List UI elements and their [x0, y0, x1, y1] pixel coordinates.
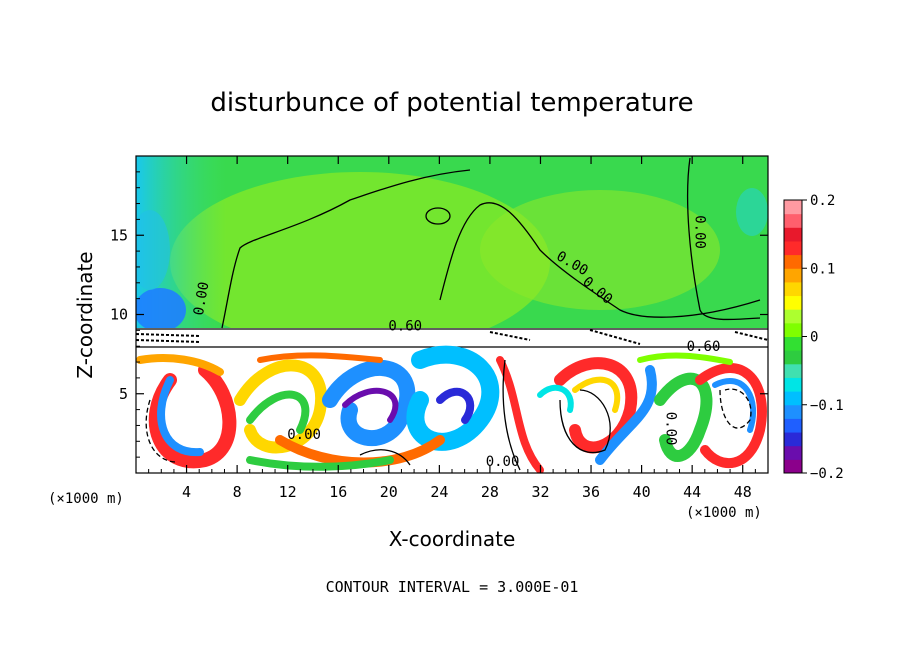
x-tick-label: 32 [531, 483, 549, 501]
x-unit-label-left: (×1000 m) [48, 491, 124, 507]
colorbar-tick-label: 0.2 [810, 193, 835, 209]
x-tick-label: 40 [633, 483, 651, 501]
contour-label: 0.00 [287, 427, 321, 443]
contour-lines [145, 157, 761, 471]
colorbar-segment [784, 432, 802, 447]
colorbar-segment [784, 445, 802, 460]
colorbar-segment [784, 377, 802, 392]
contour-label: 0.00 [486, 454, 520, 470]
colorbar-segment [784, 295, 802, 310]
x-tick-label: 20 [380, 483, 398, 501]
colorbar-segment [784, 254, 802, 269]
colorbar-segment [784, 200, 802, 215]
contour-label: 0.00 [663, 412, 679, 446]
colorbar-segment [784, 336, 802, 351]
x-tick-label: 24 [430, 483, 448, 501]
colorbar-tick-label: 0.1 [810, 261, 835, 277]
x-tick-label: 12 [279, 483, 297, 501]
colorbar-segment [784, 404, 802, 419]
chart-title: disturbunce of potential temperature [210, 88, 693, 118]
colorbar-tick-label: −0.1 [810, 398, 844, 414]
upper-field-lime-2 [480, 190, 720, 310]
colorbar-segment [784, 268, 802, 283]
inversion-band [136, 328, 768, 348]
x-tick-label: 16 [329, 483, 347, 501]
colorbar-segment [784, 227, 802, 242]
y-tick-label: 5 [119, 385, 128, 403]
x-unit-label-right: (×1000 m) [686, 505, 762, 521]
y-tick-label: 15 [110, 226, 128, 244]
contour-interval-note: CONTOUR INTERVAL = 3.000E-01 [326, 578, 579, 596]
colorbar-segment [784, 459, 802, 474]
contour-label: 0.60 [687, 339, 721, 355]
x-tick-label: 44 [683, 483, 701, 501]
contour-label: 0.00 [191, 281, 213, 317]
y-axis: 5 10 15 [110, 171, 768, 458]
x-axis: 4 8 12 16 20 24 28 32 36 40 44 48 [148, 156, 756, 501]
lower-eddies [136, 345, 767, 473]
contour-labels: 0.000.000.000.000.600.600.000.000.00 [191, 215, 721, 470]
colorbar-segment [784, 322, 802, 337]
colorbar-segment [784, 281, 802, 297]
x-tick-label: 28 [481, 483, 499, 501]
lower-field [136, 348, 768, 473]
x-tick-label: 48 [734, 483, 752, 501]
contour-label: 0.60 [388, 318, 422, 334]
colorbar-tick-label: 0 [810, 330, 818, 346]
colorbar-segment [784, 418, 802, 433]
plot-area: 0.000.000.000.000.600.600.000.000.00 [136, 156, 768, 473]
x-tick-label: 36 [582, 483, 600, 501]
colorbar-tick-label: −0.2 [810, 466, 844, 482]
y-tick-label: 10 [110, 306, 128, 324]
upper-field-cyan-spot [136, 210, 170, 290]
upper-field-blue-spot [136, 288, 186, 332]
x-tick-label: 8 [233, 483, 242, 501]
x-tick-label: 4 [182, 483, 191, 501]
colorbar-segment [784, 309, 802, 324]
colorbar: −0.2 −0.1 0 0.1 0.2 [783, 193, 844, 482]
colorbar-segment [784, 350, 802, 365]
x-axis-title: X-coordinate [389, 527, 516, 551]
y-axis-title: Z-coordinate [73, 251, 97, 378]
colorbar-segment [784, 391, 802, 406]
contour-label: 0.00 [692, 215, 708, 249]
upper-field-lime [170, 172, 550, 352]
colorbar-segment [784, 363, 802, 378]
colorbar-segment [784, 240, 802, 256]
colorbar-segment [784, 213, 802, 228]
upper-right-cyan [736, 188, 768, 236]
